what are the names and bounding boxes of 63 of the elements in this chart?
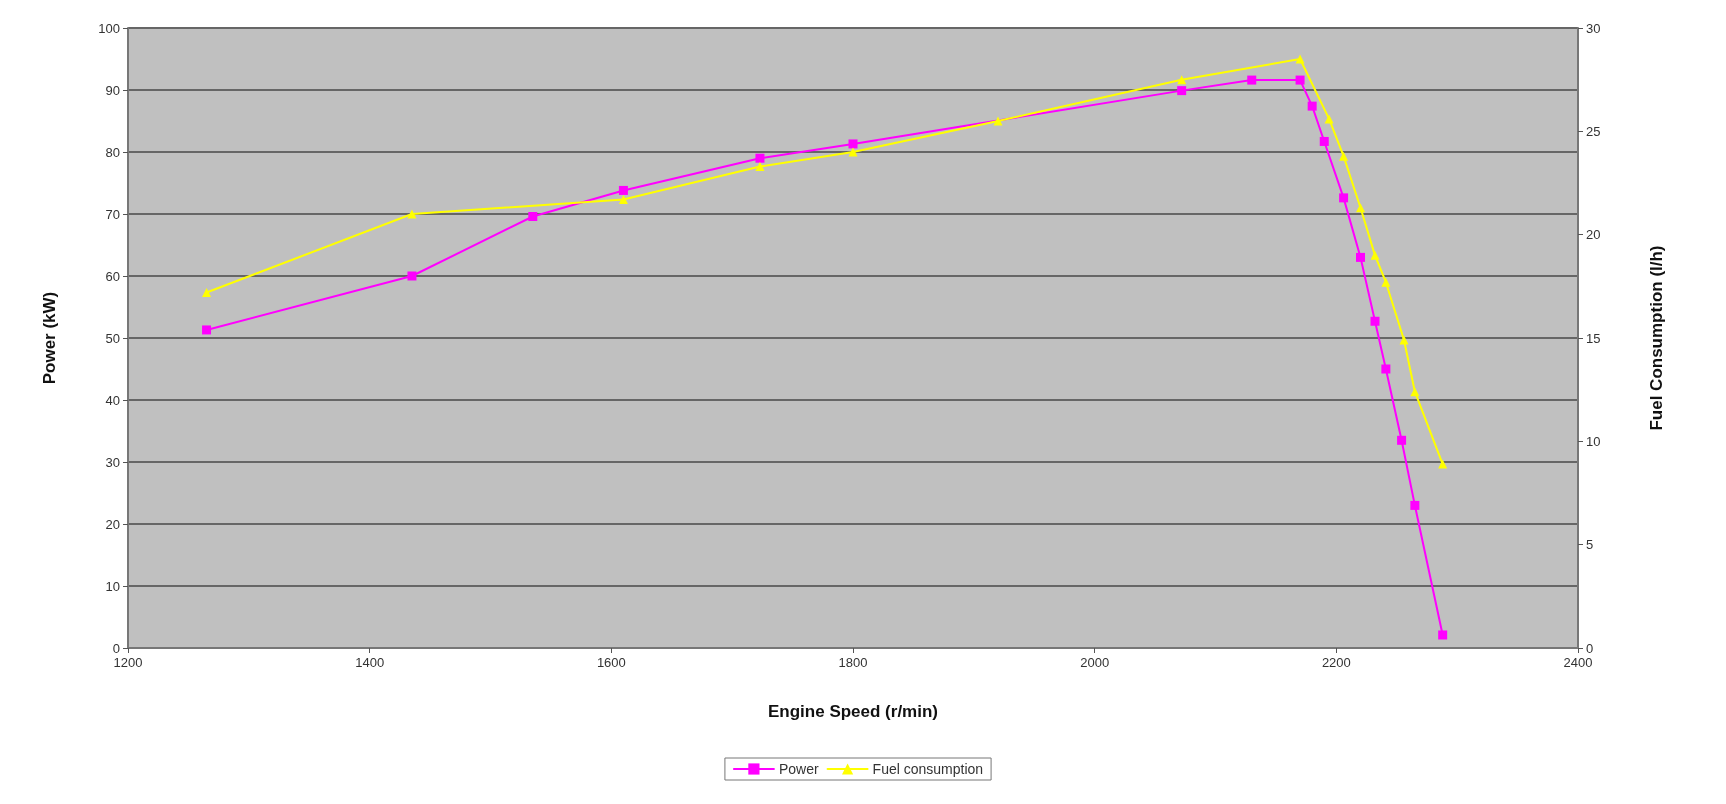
legend-label: Power — [778, 761, 819, 777]
point — [1356, 203, 1365, 213]
x-tick-label: 1200 — [113, 655, 143, 670]
point — [1295, 54, 1305, 64]
point — [618, 195, 628, 205]
x-tick-label: 1400 — [355, 655, 385, 670]
x-tick-label: 1600 — [596, 655, 626, 670]
point — [1438, 459, 1448, 469]
y2-tick-label: 25 — [1586, 123, 1601, 139]
y2-tick-label: 30 — [1586, 20, 1601, 36]
point — [755, 153, 765, 163]
point — [202, 288, 212, 298]
point — [1399, 335, 1409, 345]
point — [1381, 364, 1391, 374]
point — [848, 139, 858, 149]
point — [1381, 277, 1391, 287]
point — [618, 185, 628, 195]
point — [1438, 630, 1448, 640]
point — [407, 209, 417, 219]
y-tick-label: 60 — [105, 268, 120, 284]
point — [1397, 435, 1407, 445]
x-tick-label: 2200 — [1321, 655, 1351, 670]
y-tick-label: 10 — [105, 578, 120, 594]
y-tick-label: 90 — [105, 82, 120, 98]
point — [202, 325, 212, 335]
y2-tick-label: 10 — [1586, 433, 1601, 449]
y-axis-title: Power (kW) — [40, 291, 59, 385]
point — [1295, 75, 1305, 85]
y-tick-label: 0 — [112, 640, 120, 656]
x-axis-title: Engine Speed (r/min) — [767, 702, 939, 721]
y-tick-label: 50 — [105, 330, 120, 346]
point — [1339, 151, 1349, 161]
y-tick-label: 30 — [105, 454, 120, 470]
point — [1410, 500, 1420, 510]
point — [407, 271, 417, 281]
y-tick-label: 20 — [105, 516, 120, 532]
point — [1410, 387, 1420, 397]
point — [1370, 316, 1380, 326]
y2-tick-label: 5 — [1586, 537, 1594, 553]
x-tick-label: 2400 — [1563, 655, 1593, 670]
y-tick-label: 80 — [105, 144, 120, 160]
point — [848, 147, 858, 157]
point — [993, 116, 1003, 126]
y2-tick-label: 15 — [1586, 330, 1601, 346]
point — [1177, 75, 1187, 85]
y2-tick-label: 0 — [1586, 640, 1594, 656]
x-tick-label: 2000 — [1080, 655, 1110, 670]
y-tick-label: 100 — [98, 20, 120, 36]
x-tick-label: 1800 — [838, 655, 868, 670]
point — [1307, 101, 1317, 111]
y-tick-label: 70 — [105, 206, 120, 222]
point — [1339, 193, 1349, 203]
point — [1370, 250, 1380, 260]
y-tick-label: 40 — [105, 392, 120, 408]
point — [1319, 136, 1329, 146]
y2-tick-label: 20 — [1586, 227, 1601, 243]
point — [755, 161, 765, 171]
legend-label: Fuel consumption — [872, 761, 984, 777]
y2-axis-title: Fuel Consumption (l/h) — [1647, 245, 1666, 431]
point — [1177, 86, 1187, 96]
point — [1356, 252, 1365, 262]
point — [528, 211, 538, 221]
point — [1247, 75, 1257, 85]
